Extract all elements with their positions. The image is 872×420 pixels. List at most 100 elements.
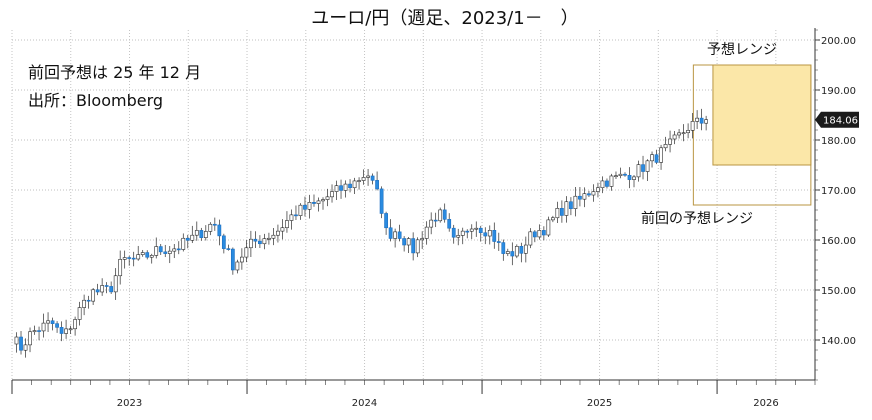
candle-up — [546, 219, 551, 236]
candle-up — [424, 226, 429, 239]
candle-up — [285, 220, 289, 229]
candle-down — [37, 330, 41, 332]
candle-up — [686, 130, 690, 134]
forecast-range-box — [712, 64, 812, 166]
candle-up — [677, 132, 681, 136]
candle-up — [460, 230, 465, 236]
candle-up — [244, 247, 249, 258]
candle-up — [528, 231, 533, 246]
candle-up — [352, 180, 357, 189]
candle-down — [145, 252, 150, 258]
candle-down — [560, 208, 564, 216]
candle-down — [699, 117, 704, 124]
x-tick-label: 2023 — [117, 398, 142, 409]
candle-down — [59, 327, 64, 334]
candle-up — [582, 193, 587, 200]
y-tick-label: 190.00 — [821, 86, 856, 97]
candle-down — [226, 248, 231, 250]
candle-up — [690, 121, 695, 131]
candle-down — [492, 230, 497, 242]
candle-up — [172, 248, 177, 252]
candle-up — [77, 307, 82, 320]
candle-up — [167, 250, 172, 254]
candle-up — [645, 160, 650, 172]
candle-down — [578, 195, 582, 200]
candle-up — [23, 344, 28, 351]
candle-up — [32, 330, 37, 333]
candle-up — [276, 230, 280, 236]
candle-down — [384, 213, 388, 229]
candle-up — [456, 235, 461, 238]
note-previous-forecast: 前回予想は 25 年 12 月 — [28, 63, 201, 82]
candle-up — [203, 231, 208, 238]
forecast-range-label: 予想レンジ — [707, 42, 777, 58]
candle-up — [514, 246, 519, 257]
candle-down — [95, 289, 100, 293]
candle-down — [451, 227, 456, 238]
candle-up — [343, 183, 348, 191]
candle-down — [478, 227, 483, 234]
x-tick-label: 2026 — [753, 398, 778, 409]
candle-down — [411, 238, 416, 254]
candle-up — [118, 259, 123, 277]
y-tick-label: 200.00 — [821, 36, 856, 47]
y-tick-label: 140.00 — [821, 336, 856, 347]
candle-up — [113, 275, 118, 293]
candle-down — [519, 246, 524, 254]
candle-up — [505, 251, 510, 254]
candle-up — [181, 237, 186, 250]
candle-up — [298, 204, 303, 216]
candle-up — [573, 195, 578, 209]
candle-up — [41, 322, 46, 332]
candle-up — [469, 228, 474, 232]
candle-down — [483, 232, 488, 237]
candle-up — [681, 132, 686, 135]
candle-up — [330, 191, 334, 198]
candle-up — [420, 238, 425, 241]
candle-up — [122, 257, 127, 260]
candle-down — [303, 204, 307, 210]
candle-up — [235, 261, 240, 271]
candle-down — [212, 223, 217, 226]
last-value-tag — [815, 111, 859, 128]
candle-down — [50, 320, 55, 324]
candle-down — [19, 336, 23, 351]
candle-down — [402, 238, 407, 246]
candle-up — [14, 336, 19, 345]
candle-up — [551, 217, 555, 221]
candle-down — [217, 224, 222, 237]
candle-up — [600, 180, 605, 189]
candle-down — [541, 230, 546, 236]
candle-up — [100, 285, 105, 293]
candle-up — [695, 117, 699, 122]
candle-up — [249, 238, 253, 249]
candle-up — [523, 244, 528, 254]
candle-down — [104, 285, 109, 287]
candle-down — [370, 175, 375, 181]
y-tick-label: 150.00 — [821, 286, 856, 297]
candle-up — [190, 234, 195, 241]
candle-up — [208, 223, 213, 232]
candle-up — [487, 230, 492, 237]
candle-down — [654, 154, 659, 163]
chart-title: ユーロ/円（週足、2023/1－ ） — [311, 8, 578, 29]
candle-down — [185, 237, 190, 241]
candle-down — [465, 230, 470, 233]
candle-down — [86, 299, 91, 302]
candle-up — [564, 201, 569, 216]
candle-up — [91, 289, 96, 302]
candle-down — [569, 201, 573, 209]
candle-down — [397, 231, 402, 239]
candle-up — [537, 230, 542, 238]
candle-up — [668, 138, 672, 145]
candle-up — [334, 185, 339, 192]
forecast-bands — [692, 64, 812, 206]
candle-down — [447, 219, 452, 229]
last-value-label: 184.06 — [823, 116, 858, 127]
candle-down — [131, 257, 136, 260]
candle-up — [64, 328, 68, 334]
candle-up — [474, 227, 479, 230]
candle-up — [325, 196, 330, 200]
candle-up — [636, 164, 641, 178]
